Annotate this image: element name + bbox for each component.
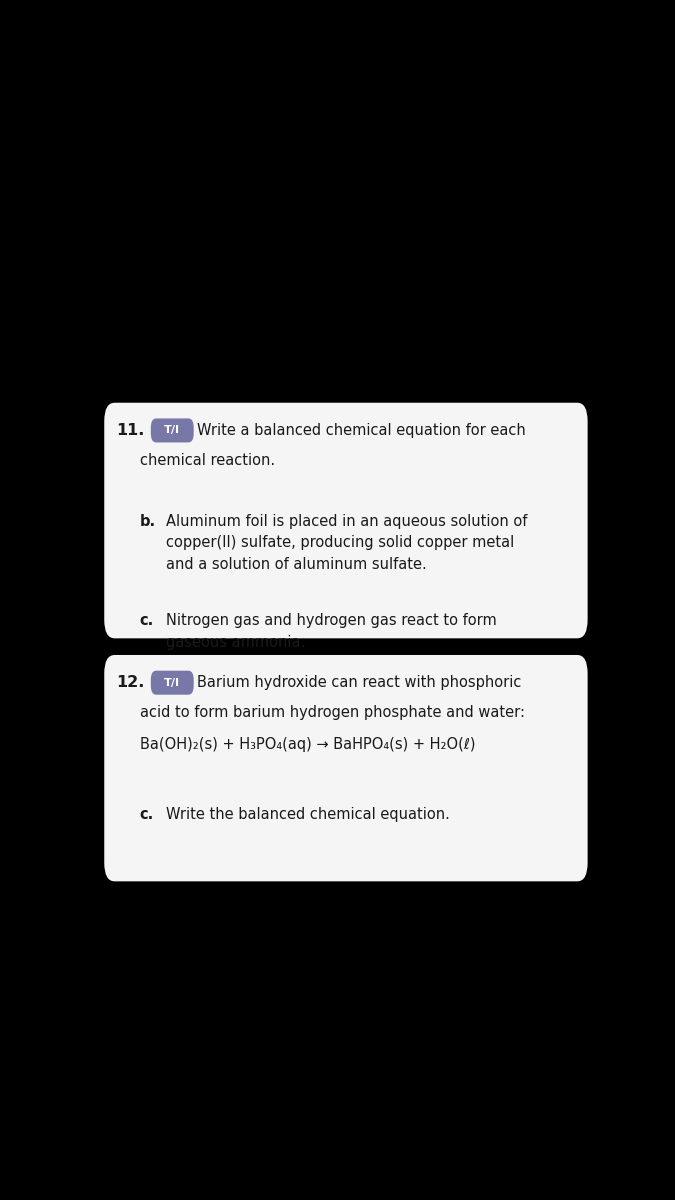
Text: T/I: T/I [164, 678, 180, 688]
Text: Aluminum foil is placed in an aqueous solution of
copper(II) sulfate, producing : Aluminum foil is placed in an aqueous so… [166, 514, 527, 572]
FancyBboxPatch shape [104, 403, 588, 638]
Text: c.: c. [140, 613, 154, 629]
Text: c.: c. [140, 808, 154, 822]
Text: 12.: 12. [116, 676, 144, 690]
Text: acid to form barium hydrogen phosphate and water:: acid to form barium hydrogen phosphate a… [140, 704, 525, 720]
Text: chemical reaction.: chemical reaction. [140, 452, 275, 468]
Text: Barium hydroxide can react with phosphoric: Barium hydroxide can react with phosphor… [197, 676, 522, 690]
FancyBboxPatch shape [151, 671, 194, 695]
Text: Ba(OH)₂(s) + H₃PO₄(aq) → BaHPO₄(s) + H₂O(ℓ): Ba(OH)₂(s) + H₃PO₄(aq) → BaHPO₄(s) + H₂O… [140, 737, 475, 752]
Text: Write a balanced chemical equation for each: Write a balanced chemical equation for e… [197, 422, 526, 438]
FancyBboxPatch shape [151, 419, 194, 443]
Text: b.: b. [140, 514, 156, 529]
FancyBboxPatch shape [104, 655, 588, 881]
Text: 11.: 11. [116, 422, 144, 438]
Text: T/I: T/I [164, 426, 180, 436]
Text: Nitrogen gas and hydrogen gas react to form
gaseous ammonia.: Nitrogen gas and hydrogen gas react to f… [166, 613, 497, 650]
Text: Write the balanced chemical equation.: Write the balanced chemical equation. [166, 808, 450, 822]
